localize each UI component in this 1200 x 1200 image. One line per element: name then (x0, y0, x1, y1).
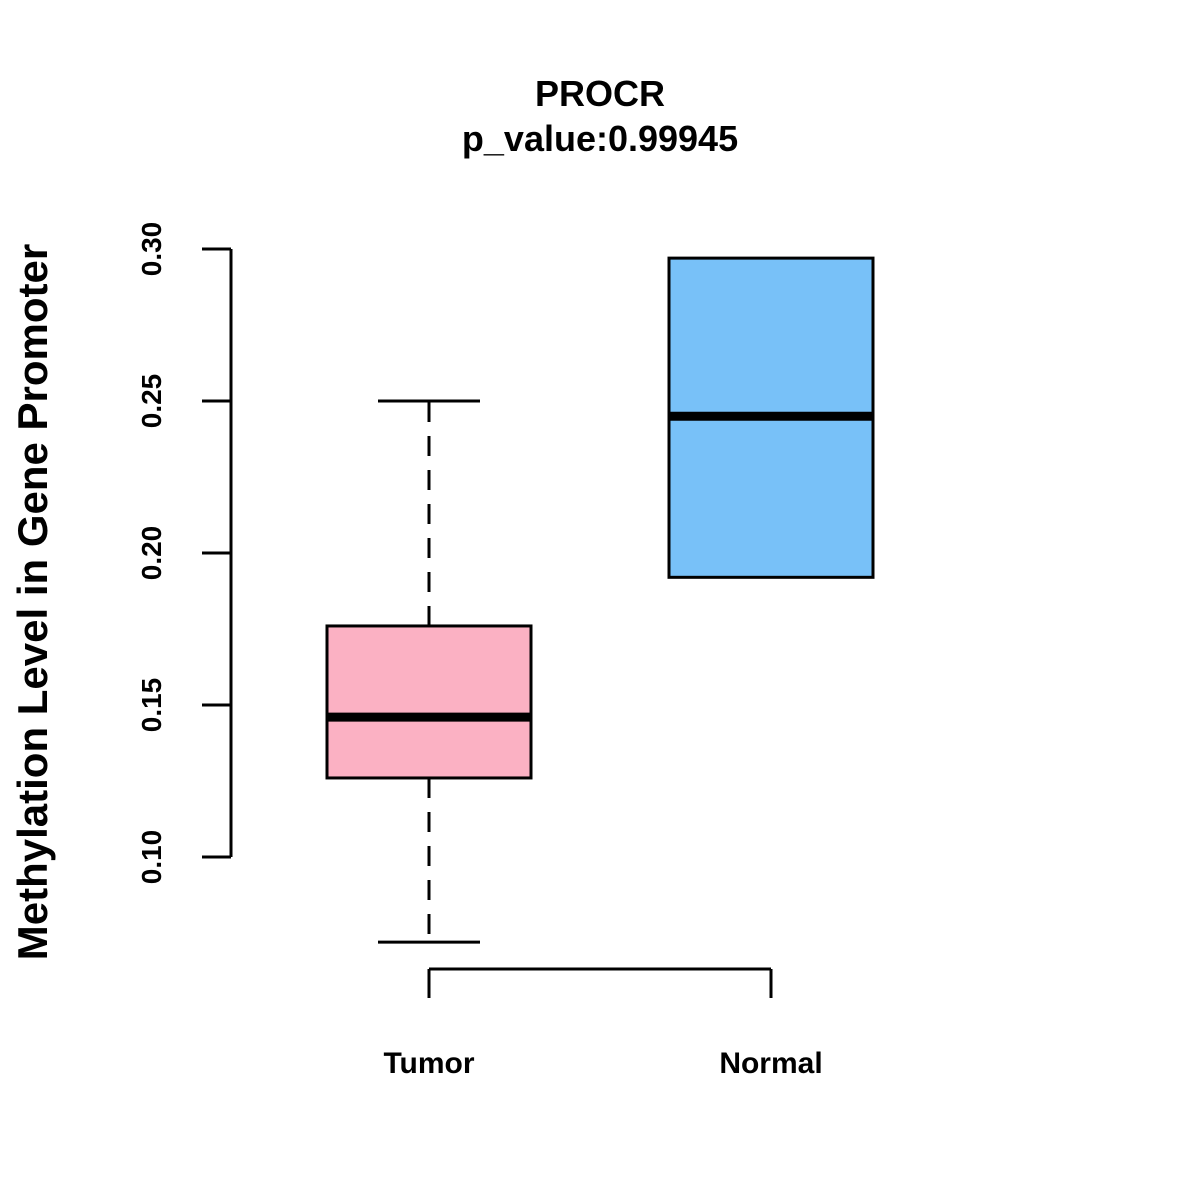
y-tick-label-2: 0.20 (136, 526, 167, 581)
box-rect-0 (325, 624, 533, 780)
y-tick-label-0: 0.10 (136, 830, 167, 885)
x-axis: Tumor Normal (383, 967, 823, 1080)
y-tick-label-4: 0.30 (136, 222, 167, 277)
y-tick-label-1: 0.15 (136, 678, 167, 733)
boxes-group (325, 256, 875, 944)
chart-subtitle: p_value:0.99945 (462, 118, 738, 159)
chart-title: PROCR (535, 73, 665, 114)
box-normal (667, 256, 875, 579)
y-tick-label-3: 0.25 (136, 374, 167, 429)
box-tumor (325, 399, 533, 944)
y-axis: 0.10 0.15 0.20 0.25 0.30 (136, 222, 233, 885)
x-tick-label-normal: Normal (719, 1047, 822, 1080)
y-axis-label: Methylation Level in Gene Promoter (9, 244, 56, 960)
x-tick-label-tumor: Tumor (383, 1047, 474, 1080)
